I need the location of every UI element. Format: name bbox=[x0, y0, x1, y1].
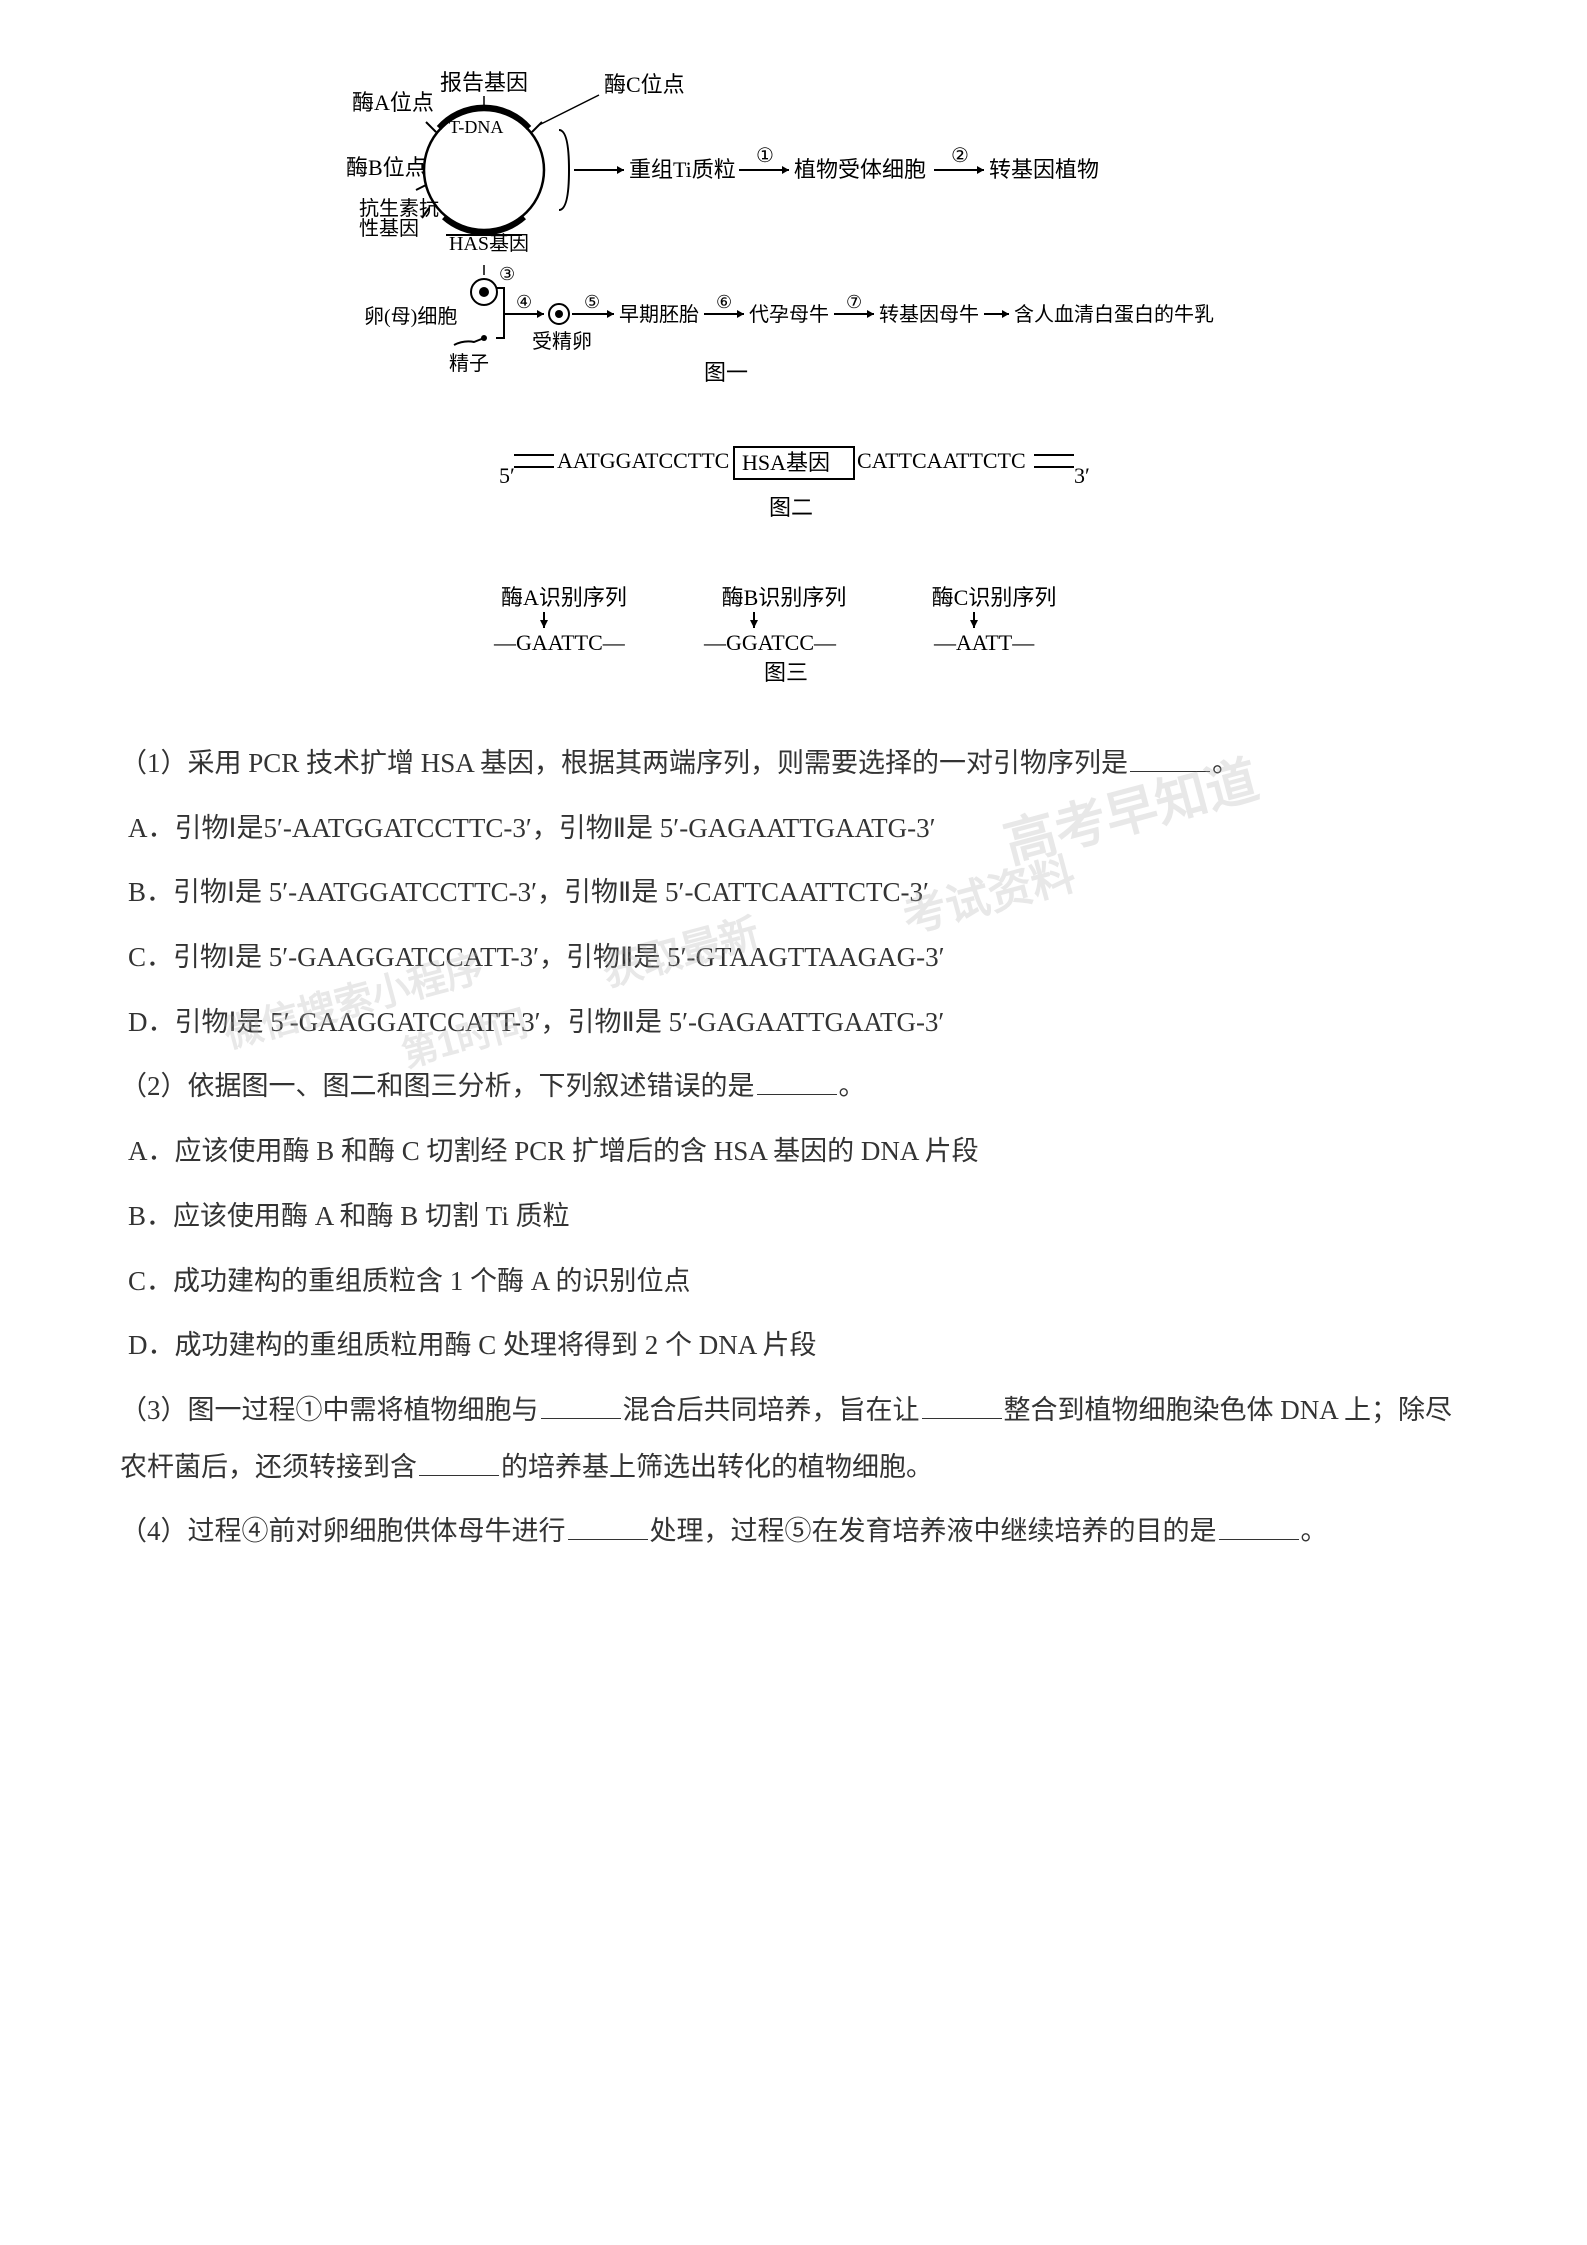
recomb-ti-label: 重组Ti质粒 bbox=[629, 157, 736, 182]
plant-receptor-label: 植物受体细胞 bbox=[794, 157, 926, 182]
q1-end: 。 bbox=[1212, 748, 1239, 778]
opt-a: A．引物Ⅰ是5′-AATGGATCCTTC-3′，引物Ⅱ是 5′-GAGAATT… bbox=[120, 800, 1467, 857]
q3-p4: 的培养基上筛选出转化的植物细胞。 bbox=[501, 1452, 933, 1482]
opt2-a: A．应该使用酶 B 和酶 C 切割经 PCR 扩增后的含 HSA 基因的 DNA… bbox=[120, 1123, 1467, 1180]
opt2-d: D．成功建构的重组质粒用酶 C 处理将得到 2 个 DNA 片段 bbox=[120, 1317, 1467, 1374]
circled-5: ⑤ bbox=[584, 292, 600, 312]
q3-blank3 bbox=[419, 1454, 499, 1476]
antibiotic-label: 抗生素抗 性基因 bbox=[359, 197, 444, 240]
seq-a: —GAATTC— bbox=[493, 630, 626, 655]
seq-c: —AATT— bbox=[933, 630, 1035, 655]
sperm-label: 精子 bbox=[449, 352, 489, 375]
right-seq: CATTCAATTCTC bbox=[857, 448, 1026, 473]
enzyme-c-recog: 酶C识别序列 bbox=[931, 585, 1056, 610]
five-prime-label: 5′ bbox=[499, 463, 515, 488]
figure-one: 报告基因 酶A位点 T-DNA 酶C位点 酶B位点 抗生素抗 性基因 HAS基因… bbox=[344, 70, 1244, 395]
q1-text: （1）采用 PCR 技术扩增 HSA 基因，根据其两端序列，则需要选择的一对引物… bbox=[120, 735, 1467, 792]
opt-c: C．引物Ⅰ是 5′-GAAGGATCCATT-3′，引物Ⅱ是 5′-GTAAGT… bbox=[120, 929, 1467, 986]
q3-p2: 混合后共同培养，旨在让 bbox=[623, 1395, 920, 1425]
q1-blank bbox=[1130, 750, 1210, 772]
q4-p3: 。 bbox=[1301, 1516, 1328, 1546]
tdna-label: T-DNA bbox=[449, 117, 503, 137]
hsa-milk-label: 含人血清白蛋白的牛乳 bbox=[1014, 303, 1214, 326]
q4-blank2 bbox=[1219, 1518, 1299, 1540]
figure-three: 酶A识别序列 —GAATTC— 酶B识别序列 —GGATCC— 酶C识别序列 —… bbox=[444, 580, 1144, 695]
opt-d: D．引物Ⅰ是 5′-GAAGGATCCATT-3′，引物Ⅱ是 5′-GAGAAT… bbox=[120, 994, 1467, 1051]
transgenic-plant-label: 转基因植物 bbox=[989, 157, 1099, 182]
circled-2: ② bbox=[951, 145, 969, 167]
circled-7: ⑦ bbox=[846, 292, 862, 312]
enzyme-a-site-label: 酶A位点 bbox=[352, 90, 434, 115]
left-seq: AATGGATCCTTC bbox=[557, 448, 729, 473]
early-embryo-label: 早期胚胎 bbox=[619, 303, 699, 326]
figure2-caption: 图二 bbox=[769, 495, 813, 520]
circled-1: ① bbox=[756, 145, 774, 167]
q2-stem: （2）依据图一、图二和图三分析，下列叙述错误的是 bbox=[120, 1071, 755, 1101]
egg-cell-label: 卵(母)细胞 bbox=[364, 305, 457, 328]
three-prime-label: 3′ bbox=[1074, 463, 1090, 488]
q4-p2: 处理，过程⑤在发育培养液中继续培养的目的是 bbox=[650, 1516, 1217, 1546]
enzyme-b-recog: 酶B识别序列 bbox=[721, 585, 846, 610]
enzyme-c-site-label: 酶C位点 bbox=[604, 72, 685, 97]
transgenic-cow-label: 转基因母牛 bbox=[879, 303, 979, 326]
figure1-caption: 图一 bbox=[704, 360, 748, 385]
circled-4: ④ bbox=[516, 292, 532, 312]
q3-p1: （3）图一过程①中需将植物细胞与 bbox=[120, 1395, 539, 1425]
q1-stem: （1）采用 PCR 技术扩增 HSA 基因，根据其两端序列，则需要选择的一对引物… bbox=[120, 748, 1128, 778]
opt2-b: B．应该使用酶 A 和酶 B 切割 Ti 质粒 bbox=[120, 1188, 1467, 1245]
reporter-gene-label: 报告基因 bbox=[439, 70, 527, 95]
circled-6: ⑥ bbox=[716, 292, 732, 312]
figure3-caption: 图三 bbox=[764, 660, 808, 685]
q2-blank bbox=[757, 1073, 837, 1095]
circled-3: ③ bbox=[499, 264, 515, 284]
q4-blank1 bbox=[568, 1518, 648, 1540]
figure-two: 5′ AATGGATCCTTC HSA基因 CATTCAATTCTC 3′ 图二 bbox=[444, 435, 1144, 540]
enzyme-a-recog: 酶A识别序列 bbox=[501, 585, 627, 610]
zygote-label: 受精卵 bbox=[532, 330, 592, 353]
opt-b: B．引物Ⅰ是 5′-AATGGATCCTTC-3′，引物Ⅱ是 5′-CATTCA… bbox=[120, 864, 1467, 921]
seq-b: —GGATCC— bbox=[703, 630, 837, 655]
enzyme-b-site-label: 酶B位点 bbox=[346, 155, 427, 180]
q2-text: （2）依据图一、图二和图三分析，下列叙述错误的是 。 bbox=[120, 1058, 1467, 1115]
q3-blank1 bbox=[541, 1397, 621, 1419]
opt2-c: C．成功建构的重组质粒含 1 个酶 A 的识别位点 bbox=[120, 1253, 1467, 1310]
q4-text: （4）过程④前对卵细胞供体母牛进行 处理，过程⑤在发育培养液中继续培养的目的是 。 bbox=[120, 1503, 1467, 1560]
q3-blank2 bbox=[922, 1397, 1002, 1419]
q4-p1: （4）过程④前对卵细胞供体母牛进行 bbox=[120, 1516, 566, 1546]
has-box-label: HSA基因 bbox=[742, 450, 830, 475]
q2-end: 。 bbox=[839, 1071, 866, 1101]
surrogate-label: 代孕母牛 bbox=[749, 303, 829, 326]
q3-text: （3）图一过程①中需将植物细胞与混合后共同培养，旨在让整合到植物细胞染色体 DN… bbox=[120, 1382, 1467, 1495]
